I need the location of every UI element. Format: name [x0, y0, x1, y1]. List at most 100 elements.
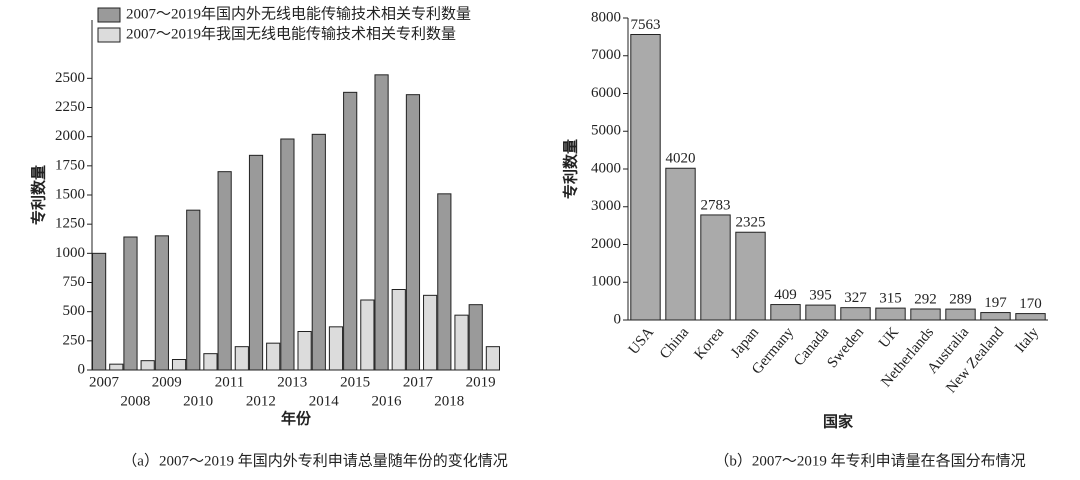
y-axis-label: 专利数量	[561, 139, 579, 199]
x-tick-label: 2017	[403, 374, 434, 390]
bar	[945, 308, 976, 321]
bar	[203, 353, 218, 371]
value-label: 289	[949, 292, 972, 308]
y-tick-label: 1000	[591, 274, 621, 290]
bar	[266, 342, 281, 371]
legend-swatch	[97, 7, 121, 23]
x-axis-label: 年份	[281, 409, 312, 427]
y-tick-label: 3000	[591, 198, 621, 214]
x-tick-label: China	[657, 324, 693, 362]
bar	[437, 193, 452, 371]
y-tick-label: 8000	[591, 9, 621, 25]
y-tick-label: 2000	[591, 236, 621, 252]
y-tick-label: 250	[63, 332, 86, 348]
value-label: 2783	[701, 197, 731, 213]
x-axis-label: 国家	[823, 412, 853, 430]
legend-label: 2007～2019年国内外无线电能传输技术相关专利数量	[126, 5, 471, 22]
bar	[1015, 313, 1046, 321]
bar	[186, 209, 201, 371]
bar	[468, 304, 483, 371]
bar	[805, 304, 836, 321]
x-tick-label: 2014	[309, 393, 340, 409]
bar	[280, 138, 295, 371]
y-tick-label: 2500	[55, 70, 85, 86]
y-tick-label: 750	[63, 274, 86, 290]
value-label: 409	[774, 287, 797, 303]
y-tick-label: 7000	[591, 47, 621, 63]
bar	[171, 359, 187, 371]
y-tick-label: 1000	[55, 245, 85, 261]
value-label: 327	[844, 290, 867, 306]
bar	[123, 236, 138, 371]
y-tick-label: 5000	[591, 123, 621, 139]
x-tick-label: 2012	[246, 393, 276, 409]
bar	[665, 167, 696, 321]
legend-swatch	[97, 27, 121, 43]
bar	[770, 304, 801, 321]
x-tick-label: 2015	[340, 374, 370, 390]
x-tick-label: 2019	[466, 374, 496, 390]
x-tick-label: Sweden	[824, 324, 867, 371]
x-tick-label: 2018	[434, 393, 464, 409]
bar	[140, 360, 155, 371]
bar	[980, 312, 1011, 321]
y-tick-label: 500	[63, 303, 86, 319]
y-tick-label: 0	[614, 311, 622, 327]
value-label: 7563	[631, 17, 661, 33]
y-tick-label: 1250	[55, 216, 85, 232]
x-tick-label: UK	[876, 324, 902, 351]
axes	[627, 18, 1048, 321]
legend-label: 2007～2019年我国无线电能传输技术相关专利数量	[126, 25, 456, 42]
bar	[875, 307, 906, 321]
x-tick-label: USA	[626, 324, 658, 357]
bar	[374, 74, 389, 371]
y-tick-label: 1750	[55, 157, 85, 173]
bar	[735, 231, 766, 321]
y-tick-label: 1500	[55, 186, 85, 202]
y-tick-label: 2000	[55, 128, 85, 144]
x-tick-label: Italy	[1012, 324, 1042, 356]
value-label: 395	[809, 288, 832, 304]
bar	[910, 308, 941, 321]
value-label: 197	[984, 295, 1007, 311]
bar	[248, 154, 264, 371]
value-label: 170	[1019, 296, 1042, 312]
y-tick-label: 4000	[591, 160, 621, 176]
x-tick-label: 2011	[215, 374, 244, 390]
caption: （b）2007～2019 年专利申请量在各国分布情况	[714, 452, 1025, 469]
value-label: 292	[914, 291, 937, 307]
y-tick-label: 0	[78, 361, 86, 377]
bar	[485, 346, 500, 371]
bar	[391, 289, 406, 371]
x-tick-label: 2009	[152, 374, 182, 390]
bar	[343, 91, 358, 371]
x-tick-label: Korea	[691, 324, 727, 363]
y-tick-label: 2250	[55, 99, 85, 115]
x-tick-label: 2016	[371, 393, 402, 409]
bar	[297, 331, 312, 371]
value-label: 2325	[736, 215, 766, 231]
bar	[630, 33, 661, 321]
bar	[311, 133, 326, 371]
bar	[217, 171, 232, 371]
bar	[109, 363, 124, 371]
bar	[405, 94, 421, 371]
bar	[423, 294, 438, 371]
bar	[454, 314, 469, 371]
x-tick-label: Japan	[728, 324, 763, 361]
bar	[360, 299, 375, 371]
bar	[234, 346, 249, 371]
bar	[154, 235, 169, 371]
value-label: 315	[879, 291, 902, 307]
bar	[840, 307, 871, 321]
value-label: 4020	[666, 151, 696, 167]
y-axis-label: 专利数量	[29, 165, 47, 225]
bar	[92, 252, 107, 371]
bar	[700, 214, 731, 321]
x-tick-label: 2010	[183, 393, 213, 409]
x-tick-label: 2008	[120, 393, 150, 409]
bar	[328, 326, 344, 371]
y-tick-label: 6000	[591, 85, 621, 101]
axes	[91, 20, 500, 371]
